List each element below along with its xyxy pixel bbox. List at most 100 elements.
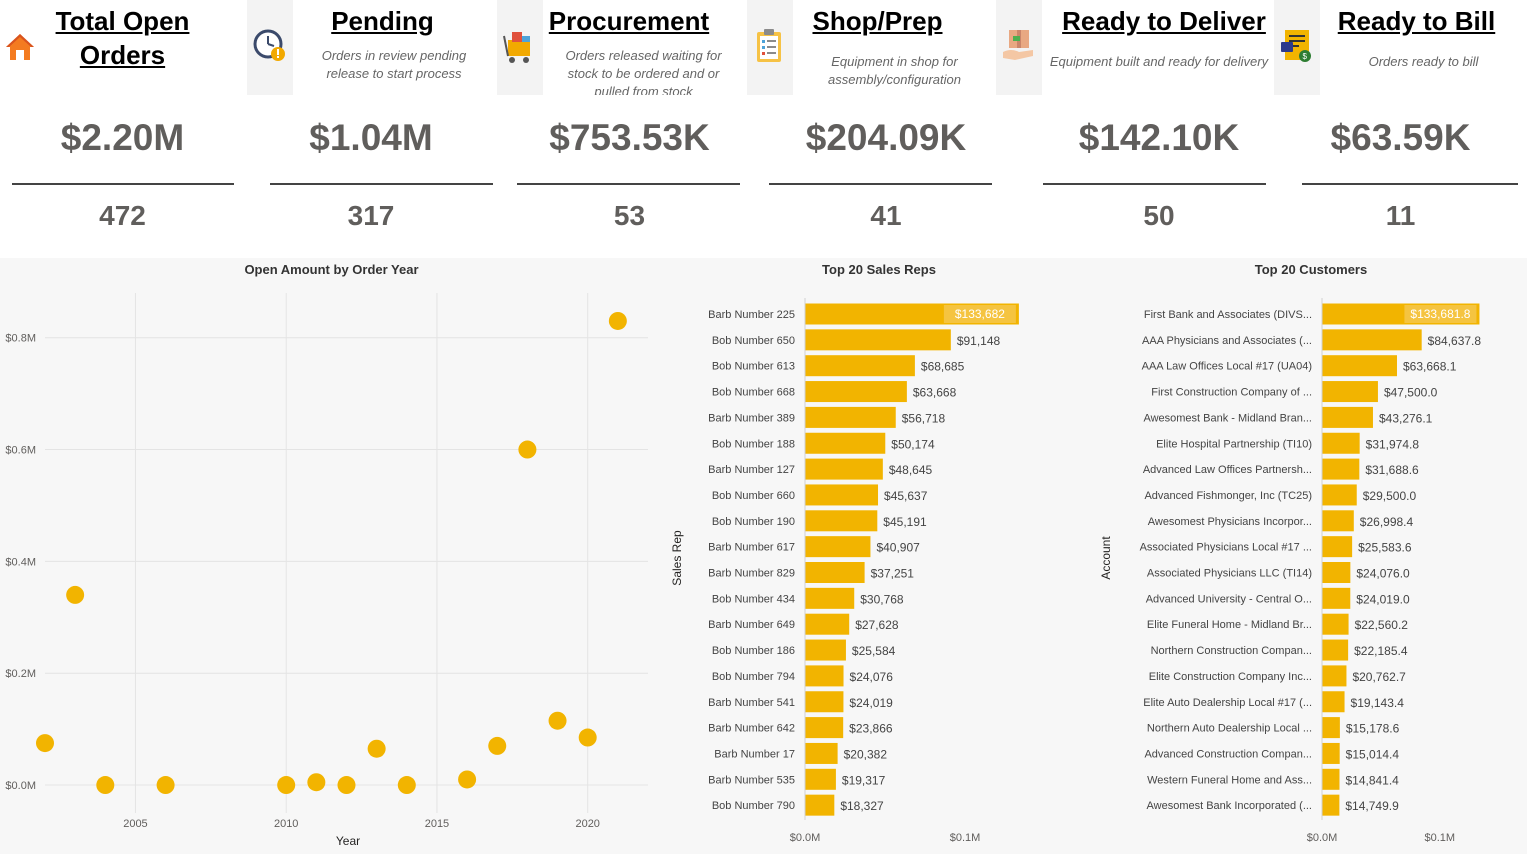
scatter-chart-panel[interactable]: Open Amount by Order Year $0.0M $0.2M $0.4… [0, 258, 663, 854]
category-label: Bob Number 186 [712, 645, 795, 657]
x-tick-label: $0.0M [790, 832, 821, 844]
data-label: $50,174 [891, 437, 935, 451]
invoice-icon: $ [1279, 28, 1315, 69]
icon-box [247, 0, 293, 95]
data-label: $29,500.0 [1363, 489, 1417, 503]
category-label: AAA Physicians and Associates (... [1142, 335, 1312, 347]
category-label: Northern Construction Compan... [1151, 645, 1312, 657]
category-label: Associated Physicians Local #17 ... [1140, 542, 1312, 554]
scatter-point [277, 776, 296, 795]
category-label: Advanced University - Central O... [1146, 593, 1312, 605]
bar [1322, 794, 1340, 816]
scatter-point [578, 728, 597, 747]
clipboard-checklist-icon [755, 28, 785, 69]
category-label: First Bank and Associates (DIVS... [1144, 309, 1312, 321]
bar [1322, 562, 1351, 583]
scatter-chart[interactable]: $0.0M $0.2M $0.4M $0.6M $0.8M 2005 2010 2015 202… [0, 258, 663, 854]
divider [769, 183, 992, 185]
data-label-bg [1404, 305, 1477, 323]
card-amount: $2.20M [60, 117, 185, 158]
bar [1322, 536, 1353, 558]
category-label: Awesomest Physicians Incorpor... [1148, 516, 1312, 528]
bar [805, 794, 835, 816]
bar [805, 458, 883, 480]
data-label: $56,718 [902, 411, 946, 425]
data-label: $31,688.6 [1365, 463, 1419, 477]
bar [805, 432, 886, 454]
clock-warning-icon [252, 28, 288, 69]
y-axis-label: Account [1099, 536, 1113, 580]
card-title: Procurement [548, 6, 710, 36]
scatter-point [36, 734, 54, 753]
category-label: Barb Number 535 [708, 774, 795, 786]
scatter-point [337, 776, 356, 795]
data-label-bg [943, 305, 1016, 323]
y-tick-label: $0.0M [5, 780, 36, 792]
x-tick-label: $0.1M [1424, 832, 1455, 844]
category-label: Barb Number 127 [708, 464, 795, 476]
bar [805, 484, 879, 506]
data-label: $91,148 [957, 334, 1001, 348]
kpi-card-total-open-orders[interactable]: Total Open Orders $2.20M 472 [0, 0, 245, 250]
category-label: Elite Construction Company Inc... [1149, 671, 1312, 683]
bar [805, 742, 838, 764]
y-tick-label: $0.2M [5, 668, 36, 680]
category-label: Barb Number 389 [708, 412, 795, 424]
category-label: Western Funeral Home and Ass... [1147, 774, 1312, 786]
card-amount: $753.53K [549, 117, 710, 158]
kpi-card-ready-to-deliver[interactable]: Ready to Deliver Equipment built and rea… [996, 0, 1272, 250]
data-label: $20,762.7 [1352, 670, 1406, 684]
data-label: $63,668 [913, 386, 957, 400]
category-label: Barb Number 617 [708, 542, 795, 554]
card-count: 11 [1385, 200, 1416, 231]
card-amount: $1.04M [309, 117, 433, 158]
customers-bar-chart[interactable]: First Bank and Associates (DIVS... $133,6… [1095, 258, 1527, 854]
kpi-card-ready-to-bill[interactable]: $ Ready to Bill Orders ready to bill $63… [1274, 0, 1527, 250]
data-label: $37,251 [871, 567, 915, 581]
divider [517, 183, 740, 185]
divider [1043, 183, 1266, 185]
category-label: Barb Number 541 [708, 697, 795, 709]
category-label: Bob Number 188 [712, 438, 795, 450]
data-label: $22,185.4 [1354, 644, 1408, 658]
bar [1322, 406, 1373, 428]
category-label: Bob Number 650 [712, 335, 795, 347]
bar [1322, 458, 1360, 480]
bar [805, 381, 907, 403]
card-title: Total Open Orders [55, 6, 190, 70]
bar [805, 329, 951, 351]
kpi-card-pending[interactable]: Pending Orders in review pending release… [247, 0, 495, 250]
sales-reps-chart-panel[interactable]: Top 20 Sales Reps Barb Number 225 $133,68… [663, 258, 1095, 854]
data-label: $63,668.1 [1403, 360, 1457, 374]
bar [805, 536, 871, 558]
category-label: Advanced Fishmonger, Inc (TC25) [1144, 490, 1312, 502]
chart-title: Open Amount by Order Year [244, 262, 419, 277]
kpi-card-procurement[interactable]: Procurement Orders released waiting for … [497, 0, 747, 250]
kpi-card-shop-prep[interactable]: Shop/Prep Equipment in shop for assembly… [747, 0, 995, 250]
bar [805, 510, 878, 532]
scatter-point [458, 770, 477, 789]
data-label: $27,628 [855, 618, 899, 632]
x-tick-label: 2010 [274, 818, 298, 830]
data-label: $14,749.9 [1345, 799, 1399, 813]
card-description: Orders in review pending release to star… [321, 48, 467, 81]
bar [1322, 691, 1345, 713]
x-axis-label: Year [336, 834, 360, 848]
data-label: $26,998.4 [1360, 515, 1414, 529]
category-label: Bob Number 613 [712, 361, 795, 373]
category-label: Elite Funeral Home - Midland Br... [1147, 619, 1312, 631]
sales-reps-bar-chart[interactable]: Barb Number 225 $133,682 Bob Number 650 $91… [663, 258, 1095, 854]
bar [805, 639, 846, 661]
card-amount: $63.59K [1330, 117, 1471, 158]
bar [1322, 381, 1378, 403]
customers-chart-panel[interactable]: Top 20 Customers First Bank and Associat… [1095, 258, 1527, 854]
data-label: $25,583.6 [1358, 541, 1412, 555]
svg-text:$: $ [1303, 52, 1308, 61]
scatter-point [66, 585, 85, 604]
card-count: 472 [99, 200, 146, 231]
icon-box [497, 0, 543, 95]
bar [1322, 613, 1349, 635]
card-title: Ready to Bill [1337, 6, 1496, 36]
category-label: Northern Auto Dealership Local ... [1147, 723, 1312, 735]
category-label: Elite Hospital Partnership (TI10) [1156, 438, 1312, 450]
